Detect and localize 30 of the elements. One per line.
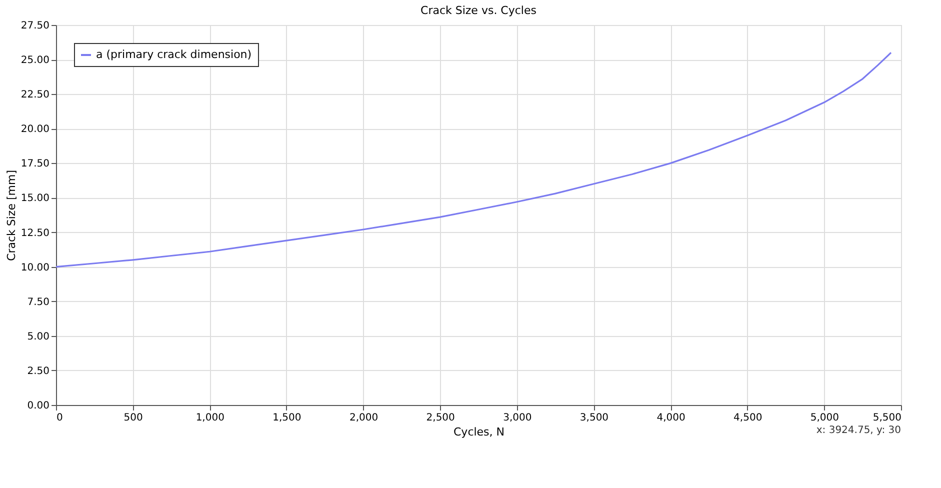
y-tick-label: 0.00 [27, 400, 50, 412]
x-tick-label: 2,500 [426, 412, 455, 424]
x-axis-title: Cycles, N [453, 426, 505, 438]
y-tick-label: 5.00 [27, 331, 50, 342]
line-series [55, 52, 892, 268]
x-tick-label: 3,500 [580, 412, 609, 424]
y-tick-label: 7.50 [27, 296, 50, 308]
chart-title: Crack Size vs. Cycles [420, 4, 537, 17]
y-tick-label: 27.50 [20, 20, 50, 32]
y-tick-label: 12.50 [20, 228, 50, 239]
y-tick-label: 25.00 [20, 55, 50, 66]
y-tick-label: 20.00 [20, 124, 50, 136]
x-tick-label: 5,500 [872, 412, 902, 424]
x-tick-label: 5,000 [810, 412, 839, 424]
y-tick-label: 10.00 [20, 262, 50, 274]
x-tick-label: 4,000 [656, 412, 686, 424]
x-tick-label: 0 [56, 412, 63, 424]
x-tick-label: 2,000 [349, 412, 378, 424]
x-tick-label: 3,000 [503, 412, 532, 424]
y-tick-label: 17.50 [20, 158, 50, 170]
y-tick-label: 22.50 [20, 90, 50, 101]
x-tick-label: 1,000 [196, 412, 224, 424]
y-tick-label: 2.50 [27, 366, 50, 377]
x-tick-label: 1,500 [272, 412, 302, 424]
x-tick-label: 500 [124, 412, 143, 424]
y-axis-title: Crack Size [mm] [4, 170, 18, 261]
legend-label: a (primary crack dimension) [96, 48, 252, 61]
y-tick-label: 15.00 [20, 193, 50, 204]
text: x: 3924.75, y: 30 [816, 425, 901, 436]
x-tick-label: 4,500 [734, 412, 762, 424]
